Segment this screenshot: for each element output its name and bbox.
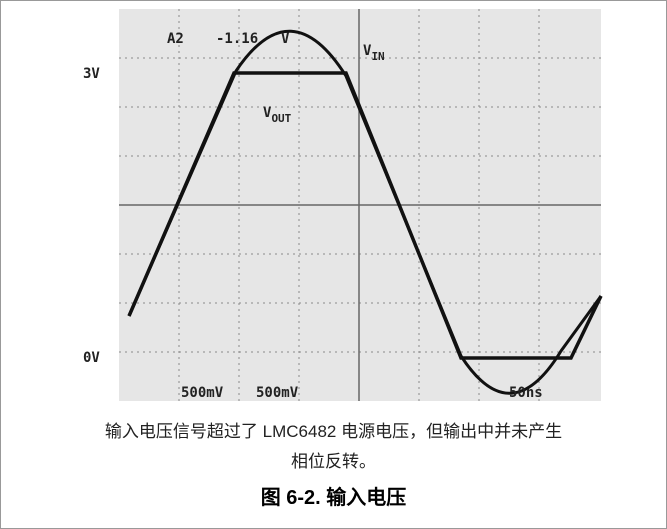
vout-trace	[127, 71, 603, 360]
figure-title: 图 6-2. 输入电压	[260, 487, 407, 509]
scope-image: 3V 0V A2 -1.16 V VIN VOUT 500mV 500mV 50…	[83, 9, 603, 401]
vout-label: VOUT	[263, 105, 292, 125]
scale-label: 500mV	[181, 385, 224, 401]
readout: -1.16	[216, 31, 258, 47]
scale-label: 500mV	[256, 385, 299, 401]
vin-main: V	[363, 43, 372, 59]
level-label: 3V	[83, 66, 100, 82]
timebase-label: 50ns	[509, 385, 543, 401]
vin-label: VIN	[363, 43, 385, 63]
caption-line: 相位反转。	[291, 452, 376, 471]
vout-main: V	[263, 105, 272, 121]
caption-line: 输入电压信号超过了 LMC6482 电源电压，但输出中并未产生	[104, 422, 563, 441]
level-label: 0V	[83, 350, 100, 366]
channel-label: A2	[167, 31, 184, 47]
vout-sub: OUT	[271, 112, 291, 125]
readout-unit: V	[281, 31, 290, 47]
vin-sub: IN	[371, 50, 384, 63]
